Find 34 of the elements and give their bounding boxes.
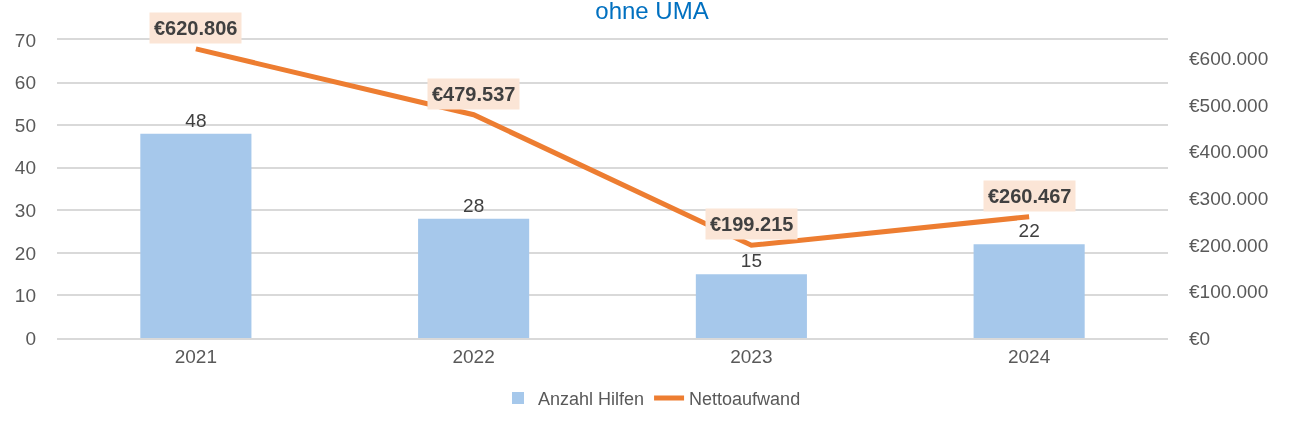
chart-title: ohne UMA (595, 0, 709, 24)
bar (140, 133, 252, 338)
data-label: €479.537 (432, 83, 516, 105)
y-tick-label: 70 (14, 29, 36, 51)
legend-label: Anzahl Hilfen (538, 388, 645, 409)
y-tick-label: 10 (14, 285, 36, 307)
y2-tick-label: €300.000 (1189, 187, 1269, 209)
y2-tick-label: €400.000 (1189, 141, 1269, 163)
y2-tick-label: €200.000 (1189, 234, 1269, 256)
y-tick-label: 30 (14, 199, 36, 221)
bar (695, 274, 807, 338)
data-label: €260.467 (988, 185, 1072, 207)
y2-tick-label: €600.000 (1189, 48, 1269, 70)
data-label: 15 (740, 250, 762, 272)
bar (418, 218, 530, 338)
y-tick-label: 0 (25, 327, 36, 349)
x-tick-label: 2021 (174, 345, 218, 367)
data-label: €199.215 (710, 213, 794, 235)
y-tick-label: 20 (14, 242, 36, 264)
x-tick-label: 2024 (1007, 345, 1051, 367)
data-label: 48 (185, 109, 207, 131)
x-tick-label: 2023 (730, 345, 773, 367)
legend-label: Nettoaufwand (689, 388, 801, 409)
y2-tick-label: €0 (1189, 327, 1211, 349)
data-label: 28 (463, 194, 485, 216)
data-label: €620.806 (154, 17, 238, 39)
x-tick-label: 2022 (452, 345, 495, 367)
y-tick-label: 60 (14, 72, 36, 94)
y-tick-label: 50 (14, 114, 36, 136)
y2-tick-label: €500.000 (1189, 94, 1269, 116)
y-tick-label: 40 (14, 157, 36, 179)
bar (973, 244, 1085, 338)
y2-tick-label: €100.000 (1189, 281, 1269, 303)
data-label: 22 (1018, 220, 1040, 242)
